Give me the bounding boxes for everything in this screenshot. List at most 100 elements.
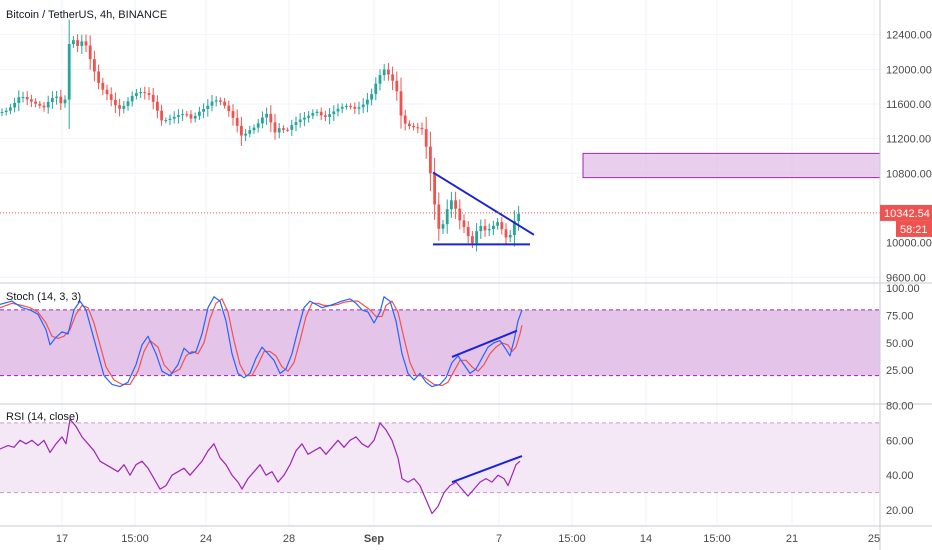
candle-98 <box>412 122 415 131</box>
candle-122 <box>513 210 516 247</box>
candle-body <box>332 111 336 115</box>
candle-body <box>391 74 394 81</box>
candle-65 <box>273 113 277 140</box>
price-pane[interactable]: Bitcoin / TetherUS, 4h, BINANCE <box>0 9 881 252</box>
candle-body <box>395 80 399 92</box>
trendline-upper[interactable] <box>432 171 535 236</box>
candle-body <box>290 125 294 130</box>
candle-body <box>475 231 478 244</box>
candle-body <box>500 222 504 230</box>
candle-body <box>67 44 71 100</box>
candle-71 <box>298 113 302 128</box>
candle-body <box>261 117 264 124</box>
candle-110 <box>462 214 466 234</box>
candle-body <box>240 125 243 136</box>
time-axis[interactable]: 17 15:00 24 28 Sep 7 15:00 14 15:00 21 25 <box>56 533 880 545</box>
time-tick-label: 21 <box>786 533 798 545</box>
candle-body <box>437 204 441 229</box>
candle-body <box>223 101 226 106</box>
candle-119 <box>500 217 504 235</box>
candle-body <box>408 123 411 127</box>
candle-body <box>206 105 210 110</box>
candle-30 <box>126 96 130 111</box>
last-price-tag[interactable] <box>880 204 932 221</box>
candle-body <box>13 102 16 108</box>
stoch-d-line <box>0 298 523 387</box>
candle-113 <box>475 223 478 252</box>
candle-body <box>59 96 63 104</box>
candle-121 <box>508 229 512 243</box>
candle-body <box>420 127 424 130</box>
time-tick-label: 14 <box>640 533 652 545</box>
candle-body <box>336 108 340 112</box>
candle-body <box>370 94 373 100</box>
candle-111 <box>466 221 470 244</box>
candle-80 <box>336 103 340 117</box>
candle-body <box>122 105 126 109</box>
candle-52 <box>219 97 222 106</box>
candle-2 <box>9 103 12 115</box>
candle-29 <box>122 100 126 114</box>
candle-body <box>324 115 327 117</box>
last-price-value: 10342.54 <box>884 208 930 220</box>
candle-72 <box>303 112 306 127</box>
candle-57 <box>240 116 243 146</box>
candle-25 <box>105 84 109 101</box>
chart-title: Bitcoin / TetherUS, 4h, BINANCE <box>6 9 167 21</box>
candle-5 <box>21 91 25 103</box>
rsi-trendline[interactable] <box>451 455 523 484</box>
candle-body <box>441 224 445 229</box>
candle-88 <box>370 88 373 106</box>
rsi-lines <box>0 418 523 515</box>
rectangle-zone[interactable] <box>582 152 881 179</box>
candle-body <box>265 113 268 118</box>
stoch-trendline[interactable] <box>451 329 518 358</box>
candle-body <box>42 105 46 108</box>
countdown-tag[interactable] <box>896 220 932 237</box>
price-tick-label: 10800.00 <box>886 168 932 180</box>
candle-body <box>51 97 54 102</box>
stoch-tick-label: 25.00 <box>886 365 914 377</box>
candle-96 <box>403 109 407 131</box>
candle-100 <box>420 122 424 135</box>
candle-78 <box>328 107 331 125</box>
rsi-tick-label: 40.00 <box>886 470 914 482</box>
price-axis-background[interactable] <box>880 0 932 550</box>
price-tick-label: 9600.00 <box>886 272 926 284</box>
candle-58 <box>244 128 247 142</box>
candle-101 <box>424 116 428 159</box>
candle-23 <box>97 64 100 90</box>
candle-body <box>210 101 214 106</box>
candle-body <box>298 119 302 123</box>
candle-118 <box>496 218 499 230</box>
time-tick-label: 15:00 <box>558 533 586 545</box>
price-box <box>582 152 881 179</box>
candle-7 <box>30 94 33 108</box>
price-tick-label: 11200.00 <box>886 134 931 146</box>
candle-body <box>227 105 231 112</box>
candle-body <box>517 213 520 222</box>
stoch-pane[interactable]: Stoch (14, 3, 3) <box>0 291 880 388</box>
candle-body <box>454 200 457 209</box>
rsi-pane[interactable]: RSI (14, close) <box>0 411 880 515</box>
candle-body <box>63 99 67 104</box>
rsi-band <box>0 422 880 494</box>
candle-body <box>101 82 105 90</box>
candle-body <box>252 127 256 131</box>
candle-body <box>147 93 151 95</box>
candle-24 <box>101 77 105 95</box>
candle-105 <box>441 219 445 234</box>
time-tick-label: 17 <box>56 533 68 545</box>
candle-body <box>4 110 8 112</box>
candle-body <box>72 40 75 45</box>
candle-109 <box>458 199 462 230</box>
candle-body <box>492 225 495 230</box>
candle-48 <box>202 103 205 119</box>
rsi-band-fill <box>0 422 880 493</box>
candle-117 <box>492 220 495 236</box>
candle-body <box>349 106 352 108</box>
candle-body <box>424 129 428 147</box>
price-axis[interactable]: 12400.00 12000.00 11600.00 11200.00 10800.00… <box>880 30 932 517</box>
candle-body <box>345 106 348 108</box>
